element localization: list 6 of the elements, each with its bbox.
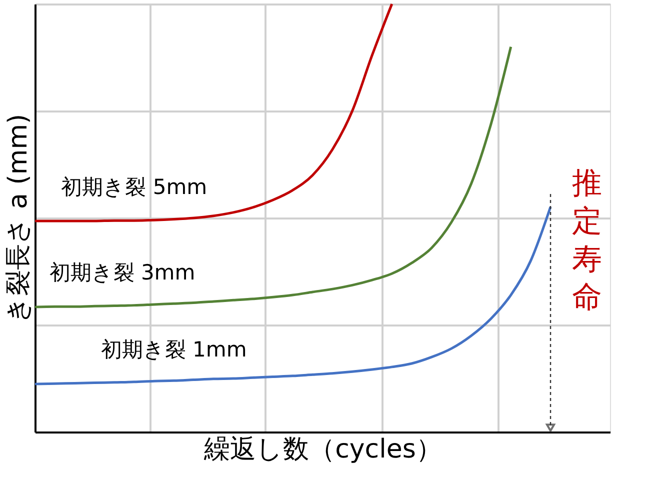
y-axis-title: き裂長さ a (mm) — [4, 114, 34, 324]
series-label: 初期き裂 3mm — [49, 260, 196, 285]
x-axis-title: 繰返し数（cycles） — [203, 434, 442, 464]
series-label: 初期き裂 1mm — [100, 338, 247, 362]
series-label: 初期き裂 5mm — [61, 175, 208, 200]
annotation: 推定寿命 — [572, 166, 602, 315]
